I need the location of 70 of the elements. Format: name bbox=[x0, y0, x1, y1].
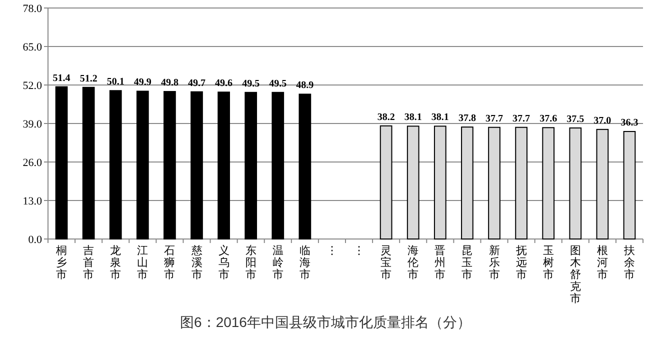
y-tick-label: 78.0 bbox=[22, 3, 42, 15]
data-label: 37.7 bbox=[512, 113, 530, 124]
data-label: 38.1 bbox=[404, 112, 422, 124]
data-label: 49.5 bbox=[269, 78, 287, 90]
bar bbox=[136, 90, 149, 240]
bar bbox=[623, 130, 636, 240]
data-label: 48.9 bbox=[296, 80, 314, 92]
data-label: 37.0 bbox=[594, 115, 612, 126]
data-label: 36.3 bbox=[620, 117, 638, 128]
y-tick-label: 13.0 bbox=[22, 196, 42, 208]
bar bbox=[488, 126, 500, 240]
y-tick-label: 65.0 bbox=[22, 42, 42, 54]
x-tick-label: 新乐市 bbox=[488, 244, 500, 281]
bar bbox=[434, 126, 446, 240]
bar bbox=[542, 127, 555, 240]
data-label: 38.1 bbox=[431, 112, 449, 124]
data-label: 51.4 bbox=[52, 72, 70, 84]
y-tick-label: 0.0 bbox=[28, 234, 42, 246]
data-label: 49.5 bbox=[242, 78, 260, 90]
data-label: 49.6 bbox=[215, 78, 233, 90]
x-tick-label: 东阳市 bbox=[245, 244, 256, 281]
bar bbox=[272, 92, 284, 240]
x-tick-label: 桐乡市 bbox=[55, 245, 68, 281]
x-tick-label: 根河市 bbox=[596, 245, 608, 281]
x-tick-label: 图木舒克市 bbox=[570, 245, 581, 305]
x-tick-label: 扶余市 bbox=[622, 244, 635, 281]
x-tick-label: 石狮市 bbox=[164, 245, 176, 281]
x-tick-label: 临海市 bbox=[299, 245, 310, 281]
bar bbox=[244, 92, 258, 240]
bar bbox=[55, 86, 68, 240]
bar bbox=[406, 126, 420, 240]
data-label: 50.1 bbox=[106, 76, 124, 88]
text: 图6：2016年中国县级市城市化质量排名（分） bbox=[180, 314, 471, 330]
x-tick-label: 晋州市 bbox=[434, 245, 446, 281]
x-tick-label: 海伦市 bbox=[408, 245, 419, 281]
y-tick-label: 39.0 bbox=[22, 118, 42, 130]
x-tick-label: 灵宝市 bbox=[380, 245, 392, 281]
y-tick-label: 52.0 bbox=[22, 80, 42, 92]
x-tick-label: 吉首市 bbox=[83, 244, 94, 281]
x-tick-label: 抚远市 bbox=[514, 245, 527, 281]
bar bbox=[298, 94, 312, 240]
x-tick-label: 温岭市 bbox=[272, 245, 284, 281]
data-label: 49.9 bbox=[134, 77, 152, 88]
x-tick-label: 慈溪市 bbox=[190, 245, 202, 281]
data-label: 49.8 bbox=[160, 78, 178, 89]
data-label: 37.6 bbox=[540, 114, 558, 125]
data-label: 51.2 bbox=[80, 73, 98, 84]
bar bbox=[515, 126, 528, 240]
bar bbox=[218, 92, 230, 240]
x-tick-label: 龙泉市 bbox=[110, 244, 122, 281]
bar bbox=[164, 91, 176, 240]
bar bbox=[190, 91, 203, 240]
x-tick-label: ⋮ bbox=[326, 245, 338, 257]
data-label: 37.5 bbox=[566, 114, 584, 125]
x-tick-label: 玉树市 bbox=[542, 245, 554, 281]
bar bbox=[82, 86, 95, 240]
x-tick-label: 江山市 bbox=[137, 245, 148, 281]
bar bbox=[380, 125, 392, 240]
bar bbox=[596, 128, 609, 240]
bar bbox=[461, 126, 474, 240]
data-label: 37.8 bbox=[458, 113, 476, 124]
x-tick-label: ⋮ bbox=[354, 245, 365, 257]
x-tick-label: 昆玉市 bbox=[462, 245, 473, 281]
y-tick-label: 26.0 bbox=[22, 157, 42, 169]
data-label: 38.2 bbox=[377, 112, 395, 123]
x-tick-label: 义乌市 bbox=[218, 244, 230, 281]
data-label: 37.7 bbox=[486, 113, 503, 124]
data-label: 49.7 bbox=[188, 78, 206, 89]
bar bbox=[569, 127, 582, 240]
bar bbox=[109, 90, 122, 240]
